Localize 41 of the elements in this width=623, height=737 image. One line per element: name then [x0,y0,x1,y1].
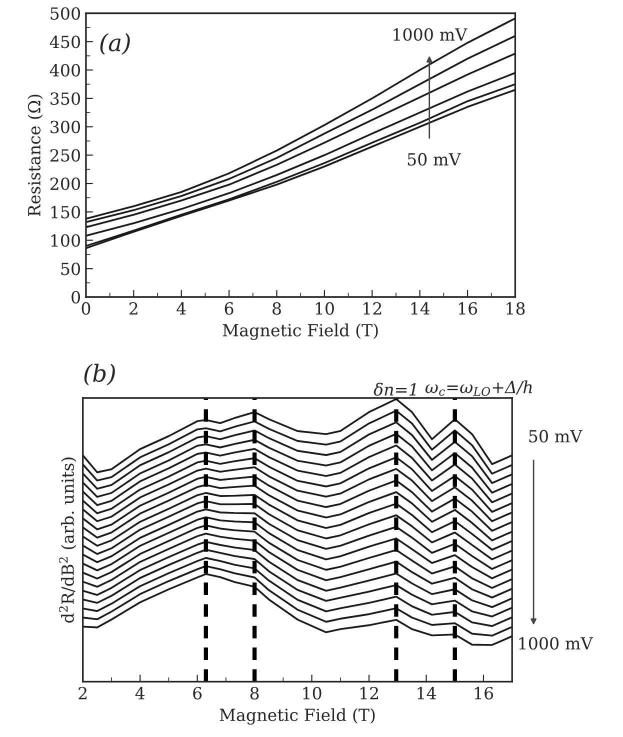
x-tick-label: 12 [360,686,378,700]
x-tick-label: 8 [250,686,259,700]
annotation: 1000 mV [394,28,468,41]
y-tick-label: 0 [72,290,80,304]
y-tick-label: 200 [50,177,80,190]
annotation: 50 mV [408,153,462,166]
x-tick-label: 16 [474,686,494,700]
x-tick-label: 6 [193,686,202,700]
x-axis-title: Magnetic Field (T) [220,708,375,725]
text: (a) [100,33,130,55]
text: 1000 mV [519,637,594,650]
y-axis-title: d$^{2}$R/dB$^{2}$ (arb. units) [59,458,76,623]
x-tick-label: 14 [418,686,436,700]
y-tick-label: 50 [61,262,80,276]
x-tick-label: 10 [316,302,334,315]
y-tick-label: 500 [50,7,80,20]
x-tick-label: 2 [78,686,87,700]
x-tick-label: 2 [129,302,138,315]
chart-title: (b) [84,364,115,386]
y-tick-label: 250 [50,149,80,162]
x-tick-label: 10 [303,686,322,700]
x-axis-title: Magnetic Field (T) [222,324,378,340]
x-tick-label: 16 [458,302,478,315]
y-tick-label: 400 [50,64,80,77]
x-tick-label: 14 [411,302,430,315]
x-tick-label: 4 [176,302,186,315]
x-tick-label: 18 [506,302,525,315]
x-tick-label: 12 [364,302,382,315]
x-tick-label: 8 [272,302,281,315]
ref-line-label: ω$_{c}$=ω$_{LO}$+Δ/h [425,380,532,396]
y-tick-label: 350 [50,92,80,105]
y-tick-label: 450 [50,36,80,48]
y-axis-title: Resistance (Ω) [28,94,43,216]
x-tick-label: 6 [224,302,234,315]
text: 50 mV [529,430,582,443]
y-tick-label: 300 [50,120,80,134]
y-tick-label: 150 [51,206,80,218]
y-tick-label: 100 [51,234,80,247]
text: δn=1 [374,382,416,396]
x-tick-label: 4 [135,686,145,700]
x-tick-label: 0 [82,302,90,315]
